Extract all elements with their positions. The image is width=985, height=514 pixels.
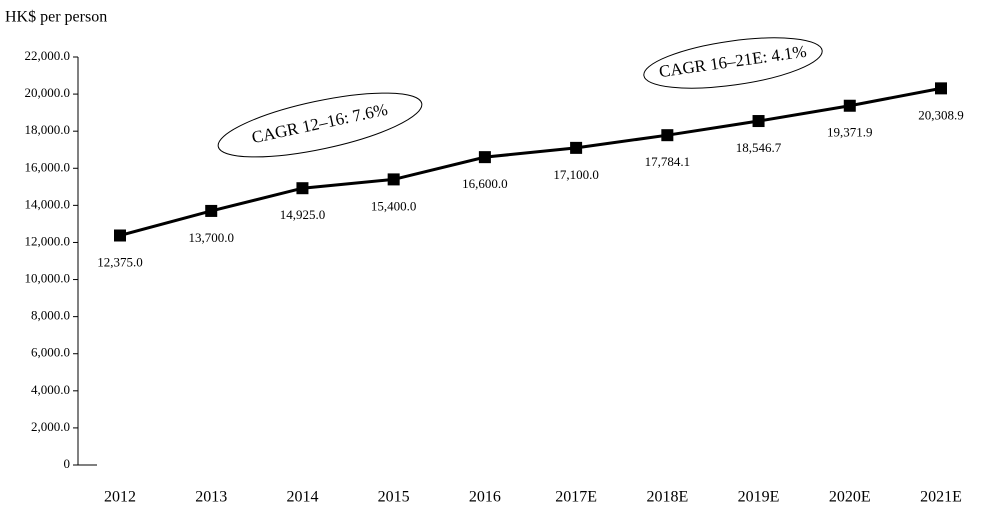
ellipse <box>643 37 823 89</box>
data-label: 17,100.0 <box>553 167 599 182</box>
x-tick-label: 2013 <box>195 489 227 506</box>
annotation-bubble: CAGR 12–16: 7.6% <box>217 92 423 158</box>
x-tick-label: 2015 <box>378 489 410 506</box>
y-tick-label: 16,000.0 <box>25 159 71 174</box>
data-label: 20,308.9 <box>918 107 964 122</box>
x-tick-label: 2018E <box>646 489 688 506</box>
y-tick-label: 22,000.0 <box>25 48 71 63</box>
y-tick-label: 20,000.0 <box>25 85 71 100</box>
y-tick-label: 14,000.0 <box>25 196 71 211</box>
x-tick-label: 2012 <box>104 489 136 506</box>
y-axis-label: HK$ per person <box>5 9 107 26</box>
point-marker <box>935 82 947 95</box>
data-label: 17,784.1 <box>645 154 691 169</box>
annotation-bubble: CAGR 16–21E: 4.1% <box>643 37 823 89</box>
annotation: CAGR 16–21E: 4.1% <box>658 42 808 82</box>
annotation: CAGR 12–16: 7.6% <box>250 100 389 147</box>
y-tick-label: 18,000.0 <box>25 122 71 137</box>
y-tick-label: 8,000.0 <box>31 308 70 323</box>
y-tick-label: 12,000.0 <box>25 233 71 248</box>
point-marker <box>114 229 126 242</box>
data-label: 19,371.9 <box>827 125 873 140</box>
point-marker <box>752 115 765 128</box>
ellipse <box>217 92 423 158</box>
x-tick-label: 2019E <box>738 489 780 506</box>
y-tick-label: 4,000.0 <box>31 382 70 397</box>
point-marker <box>387 173 400 186</box>
x-tick-label: 2021E <box>920 489 962 506</box>
data-label: 15,400.0 <box>371 198 417 213</box>
data-label: 14,925.0 <box>280 207 326 222</box>
y-tick-label: 6,000.0 <box>31 345 70 360</box>
y-tick-label: 0 <box>64 456 71 471</box>
data-label: 13,700.0 <box>188 230 234 245</box>
point-marker <box>661 129 674 142</box>
data-label: 16,600.0 <box>462 176 508 191</box>
data-label: 12,375.0 <box>97 254 143 269</box>
point-marker <box>205 204 218 217</box>
point-marker <box>843 99 856 112</box>
y-tick-label: 2,000.0 <box>31 419 70 434</box>
y-tick-label: 10,000.0 <box>25 271 71 286</box>
x-tick-label: 2014 <box>286 489 318 506</box>
point-marker <box>570 141 583 154</box>
point-marker <box>478 151 491 164</box>
series-line <box>119 86 942 237</box>
point-marker <box>296 182 309 195</box>
x-tick-label: 2016 <box>469 489 501 506</box>
data-label: 18,546.7 <box>736 140 782 155</box>
x-tick-label: 2017E <box>555 489 597 506</box>
x-tick-label: 2020E <box>829 489 871 506</box>
